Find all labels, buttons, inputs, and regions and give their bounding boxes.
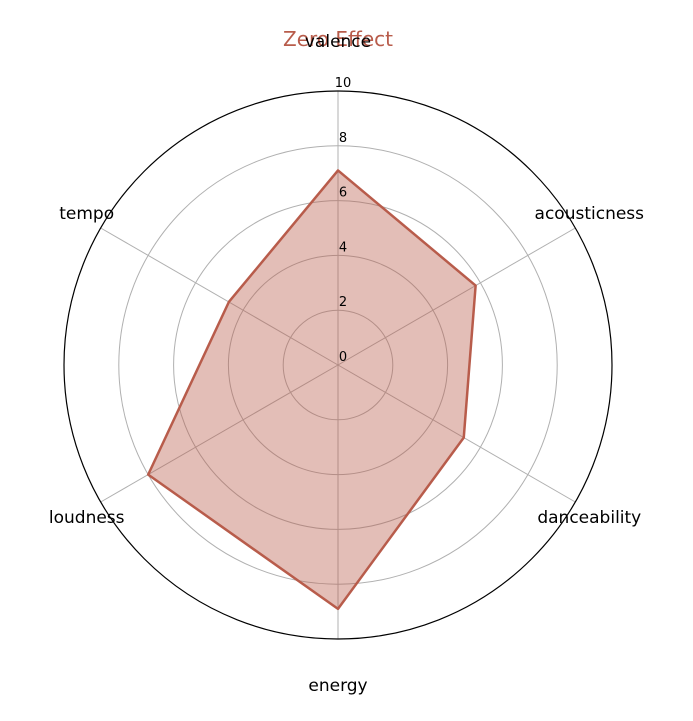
spoke-tempo xyxy=(100,227,339,366)
radial-tick-label: 4 xyxy=(339,240,347,255)
radial-tick-label: 0 xyxy=(339,350,347,365)
axis-label-loudness: loudness xyxy=(49,508,125,528)
axis-label-valence: valence xyxy=(305,32,371,52)
outer-frame xyxy=(63,90,613,640)
series-polygon xyxy=(146,169,477,611)
axis-label-energy: energy xyxy=(308,676,367,696)
radial-tick-label: 10 xyxy=(335,76,352,91)
radial-tick-label: 8 xyxy=(339,131,347,146)
axis-label-acousticness: acousticness xyxy=(535,204,645,224)
radar-data xyxy=(146,169,477,611)
chart-title: Zero Effect xyxy=(283,27,393,51)
radar-grid xyxy=(63,90,613,640)
radial-tick-label: 2 xyxy=(339,295,347,310)
axis-label-tempo: tempo xyxy=(59,204,114,224)
axis-label-danceability: danceability xyxy=(537,508,641,528)
spoke-danceability xyxy=(337,364,576,503)
radial-tick-label: 6 xyxy=(339,186,347,201)
spoke-acousticness xyxy=(337,227,576,366)
radar-labels: 0 2 4 6 8 10 valence acousticness danceability en… xyxy=(49,32,644,696)
spoke-loudness xyxy=(100,364,339,503)
